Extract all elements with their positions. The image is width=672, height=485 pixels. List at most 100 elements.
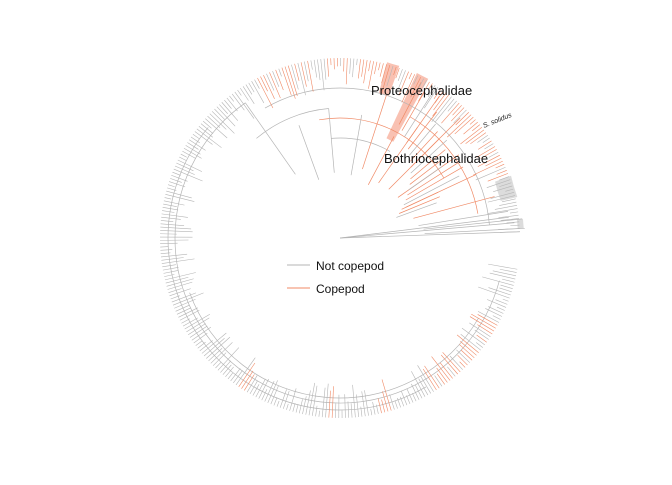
- tip-branch: [461, 334, 481, 350]
- tip-branch: [483, 138, 490, 143]
- tip-branch: [253, 384, 259, 395]
- tip-branch: [235, 92, 254, 119]
- tip-branch: [161, 220, 173, 221]
- tip-branch: [276, 70, 284, 90]
- tip-branch: [165, 198, 172, 200]
- tip-branch: [432, 357, 450, 381]
- tip-branch: [447, 115, 471, 137]
- tip-branch: [160, 250, 172, 251]
- internal-arc: [175, 103, 499, 403]
- tip-branch: [168, 282, 193, 289]
- tip-branch: [407, 389, 413, 403]
- internal-branch: [402, 192, 439, 209]
- tip-branch: [163, 204, 177, 207]
- tip-branch: [160, 227, 191, 229]
- tip-branch: [458, 355, 468, 365]
- tip-branch: [279, 69, 282, 77]
- tip-branch: [197, 129, 222, 148]
- tip-branch: [447, 367, 455, 376]
- tip-branch: [238, 90, 242, 95]
- tip-branch: [350, 58, 351, 73]
- tip-branch: [500, 269, 517, 272]
- tip-branch: [176, 305, 190, 311]
- tip-branch: [161, 217, 181, 219]
- tip-branch: [308, 61, 314, 92]
- tip-branch: [493, 316, 501, 320]
- tip-branch: [411, 384, 419, 400]
- tip-branch: [299, 399, 302, 413]
- tip-branch: [311, 60, 313, 69]
- tip-branch: [371, 409, 372, 415]
- tip-branch: [326, 384, 329, 418]
- tip-branch: [291, 65, 298, 90]
- tip-branch: [401, 391, 407, 405]
- tip-branch: [162, 265, 176, 267]
- tip-branch: [227, 98, 238, 111]
- internal-branch: [399, 197, 440, 214]
- tip-branch: [164, 274, 174, 276]
- tip-branch: [168, 185, 175, 187]
- tip-branch: [177, 308, 191, 315]
- tip-branch: [224, 100, 231, 109]
- tip-branch: [382, 400, 385, 413]
- tip-branch: [380, 63, 383, 76]
- tip-branch: [179, 157, 186, 160]
- tip-branch: [293, 403, 295, 411]
- tip-branch: [192, 327, 211, 340]
- clade-label-bothriocephalidae: Bothriocephalidae: [384, 151, 488, 166]
- tip-branch: [435, 99, 454, 122]
- tip-branch: [476, 343, 483, 348]
- tip-branch: [201, 124, 213, 134]
- tip-branch: [500, 232, 520, 233]
- tip-branch: [228, 373, 233, 379]
- tip-branch: [470, 120, 476, 125]
- tip-branch: [358, 59, 360, 78]
- tip-branch: [497, 307, 505, 310]
- tip-branch: [409, 73, 412, 79]
- tip-branch: [353, 385, 356, 417]
- tip-branch: [290, 388, 297, 410]
- tip-branch: [205, 119, 227, 138]
- tip-branch: [502, 279, 514, 282]
- tip-branch: [475, 330, 489, 339]
- internal-branch: [396, 203, 436, 218]
- tip-branch: [488, 307, 503, 314]
- tip-branch: [453, 105, 462, 115]
- tip-branch: [478, 141, 491, 150]
- tip-branch: [471, 314, 495, 328]
- tip-branch: [357, 59, 358, 65]
- tip-branch: [364, 390, 368, 415]
- tip-branch: [170, 178, 182, 182]
- tip-branch: [482, 277, 513, 286]
- tip-branch: [161, 257, 183, 260]
- tip-branch: [286, 404, 288, 410]
- tip-branch: [490, 273, 516, 279]
- legend: Not copepod Copepod: [287, 259, 384, 296]
- tip-branch: [314, 60, 317, 78]
- tip-branch: [231, 368, 241, 381]
- tip-branch: [470, 317, 494, 332]
- tip-branch: [183, 318, 198, 326]
- tip-branch: [329, 391, 331, 418]
- tip-branch: [162, 211, 174, 213]
- tip-branch: [166, 277, 189, 283]
- tip-branch: [362, 60, 364, 77]
- tip-branch: [316, 406, 317, 417]
- tip-branch: [233, 370, 242, 383]
- tip-branch: [229, 96, 233, 102]
- internal-branch: [407, 163, 457, 195]
- tip-branch: [499, 288, 511, 292]
- tip-branch: [169, 289, 182, 293]
- tip-branch: [499, 202, 516, 205]
- tip-branch: [165, 194, 194, 201]
- tip-branch: [477, 335, 487, 342]
- tip-branch: [161, 224, 185, 226]
- tip-branch: [266, 74, 274, 91]
- tip-branch: [448, 101, 457, 111]
- tip-branch: [277, 401, 279, 407]
- tip-branch: [495, 205, 517, 209]
- tip-branch: [324, 59, 326, 80]
- tip-branch: [220, 361, 230, 373]
- internal-arc: [168, 127, 426, 410]
- tip-branch: [301, 62, 306, 86]
